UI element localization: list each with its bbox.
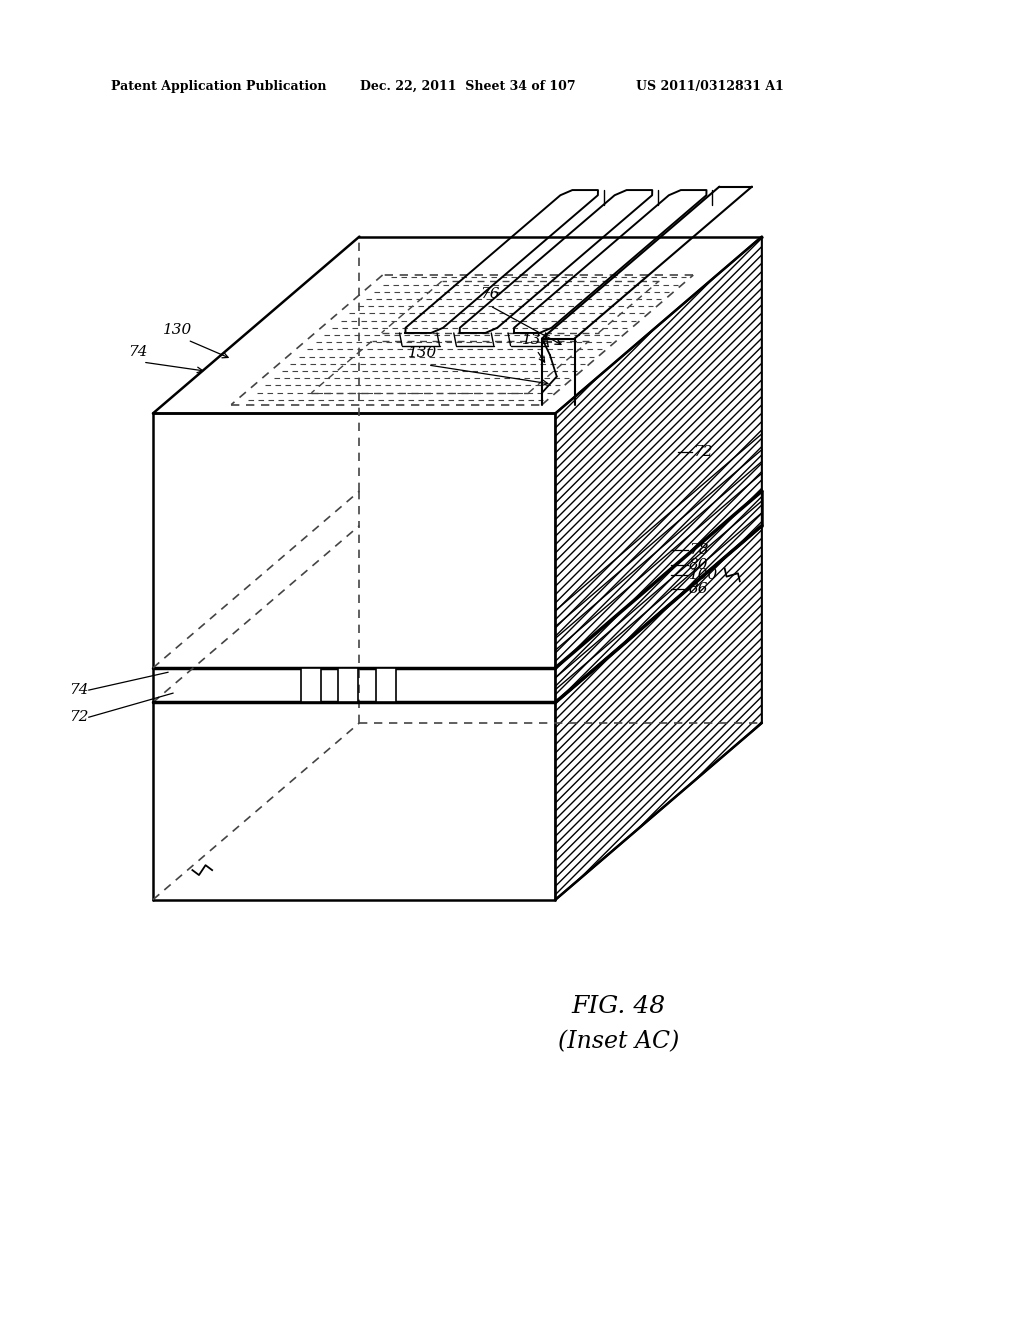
Polygon shape (555, 236, 762, 668)
Text: Dec. 22, 2011  Sheet 34 of 107: Dec. 22, 2011 Sheet 34 of 107 (360, 81, 575, 92)
Text: 130: 130 (163, 323, 193, 337)
Text: 80: 80 (689, 558, 709, 572)
Text: 74: 74 (70, 682, 89, 697)
Text: FIG. 48: FIG. 48 (571, 995, 666, 1019)
Text: 131: 131 (522, 333, 551, 347)
Text: 72: 72 (70, 710, 89, 725)
Text: 74: 74 (128, 346, 147, 359)
Text: (Inset AC): (Inset AC) (558, 1030, 679, 1053)
Text: 100: 100 (689, 568, 719, 582)
Text: 76: 76 (480, 286, 500, 301)
Text: Patent Application Publication: Patent Application Publication (111, 81, 326, 92)
Polygon shape (301, 668, 321, 702)
Polygon shape (555, 491, 762, 702)
Text: 86: 86 (689, 582, 709, 597)
Text: 130: 130 (409, 346, 437, 360)
Text: 78: 78 (689, 543, 709, 557)
Text: US 2011/0312831 A1: US 2011/0312831 A1 (636, 81, 784, 92)
Polygon shape (555, 525, 762, 900)
Polygon shape (376, 668, 395, 702)
Polygon shape (338, 668, 358, 702)
Text: 72: 72 (693, 445, 713, 459)
